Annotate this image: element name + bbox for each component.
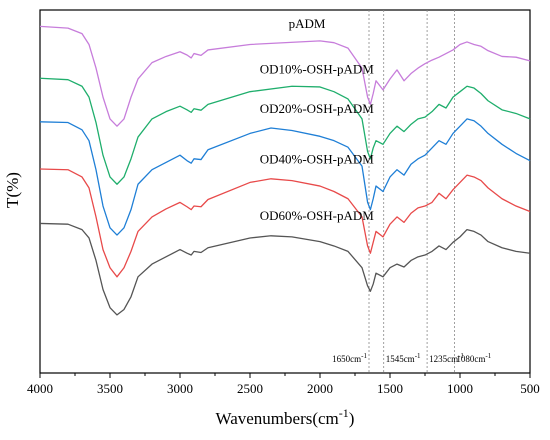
reference-line-label: 1080cm-1	[456, 352, 491, 364]
series-line-4	[39, 222, 531, 316]
series-labels: pADM OD10%-OSH-pADM OD20%-OSH-pADM OD40%-OS…	[260, 16, 375, 223]
series-line-3	[39, 168, 531, 278]
series-line-1	[39, 77, 531, 185]
x-tick-label: 500	[520, 381, 540, 396]
y-axis-title: T(%)	[3, 172, 22, 208]
x-tick-label: 3500	[97, 381, 123, 396]
x-axis-title: Wavenumbers(cm-1)	[216, 406, 355, 428]
reference-line-label: 1650cm-1	[332, 352, 367, 364]
series-label: OD10%-OSH-pADM	[260, 61, 375, 76]
x-tick-label: 1500	[377, 381, 403, 396]
x-tick-label: 4000	[27, 381, 53, 396]
series-label: OD20%-OSH-pADM	[260, 101, 375, 116]
reference-line-label: 1545cm-1	[386, 352, 421, 364]
series-line-0	[39, 25, 531, 127]
x-tick-label: 2500	[237, 381, 263, 396]
x-tick-label: 2000	[307, 381, 333, 396]
x-axis-title-superscript: -1	[339, 406, 349, 420]
x-tick-label: 3000	[167, 381, 193, 396]
reference-line-label: 1235cm-1	[429, 352, 464, 364]
x-tick-label: 1000	[447, 381, 473, 396]
x-axis-title-suffix: )	[349, 409, 355, 428]
series-label: OD60%-OSH-pADM	[260, 208, 375, 223]
series-line-2	[39, 118, 531, 236]
series-label: pADM	[289, 16, 326, 31]
reference-lines	[368, 10, 455, 373]
x-axis-ticks: 4000 3500 3000 2500 2000 1500 1000 500	[27, 373, 540, 396]
series-label: OD40%-OSH-pADM	[260, 152, 375, 167]
series-group	[39, 25, 531, 316]
